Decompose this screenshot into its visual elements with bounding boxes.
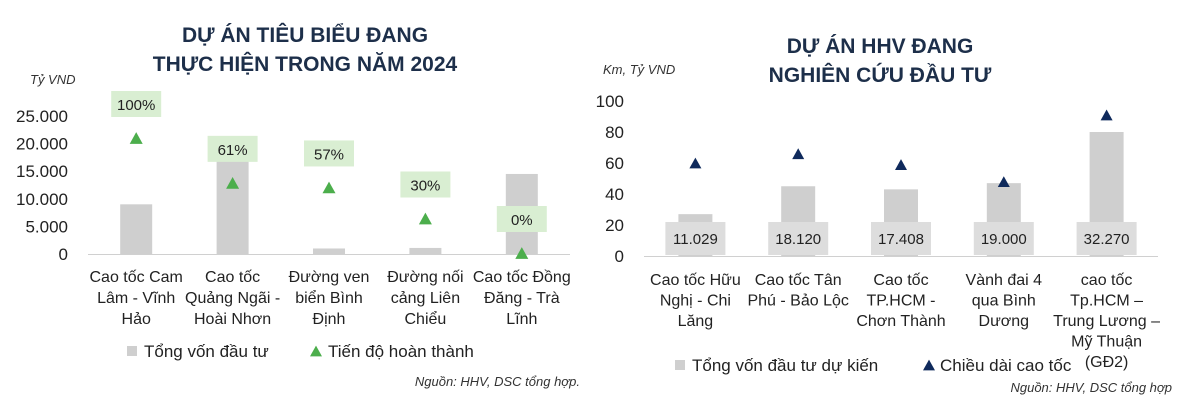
data-label: 11.029 [673,231,718,248]
chart-title-line: DỰ ÁN HHV ĐANG [787,35,974,58]
x-tick-label: Cao tốc Hữu [650,272,741,289]
bar [120,204,153,254]
y-tick-label: 40 [605,185,624,204]
data-label-box [1076,222,1137,255]
data-label-box [111,91,162,117]
x-tick-label: Nghị - Chi [660,293,731,310]
x-tick-label: cảng Liên [391,290,460,307]
x-tick-label: Lăng [678,313,714,330]
x-tick-label: Lĩnh [506,311,537,328]
length-marker [792,148,805,160]
y-tick-label: 5.000 [25,217,68,236]
x-tick-label: biển Bình [295,289,363,307]
x-tick-label: Lâm - Vĩnh [97,290,175,307]
legend-marker [923,359,935,371]
data-label-box [871,222,931,255]
legend-swatch [127,346,137,356]
data-label-box [768,222,829,255]
x-tick-label: Trung Lương – [1053,313,1160,330]
progress-marker [226,177,240,189]
data-label: 19.000 [981,231,1027,248]
chart-title-line: THỰC HIỆN TRONG NĂM 2024 [153,52,458,76]
data-label: 0% [511,212,533,229]
y-tick-label: 20 [605,216,624,235]
data-label-box [665,222,726,255]
progress-marker [418,212,432,225]
data-label: 61% [218,142,248,159]
x-tick-label: Chiểu [404,310,446,328]
x-tick-label: Cao tốc Tân [755,272,842,289]
source-note: Nguồn: HHV, DSC tổng hợp [1010,380,1172,395]
x-tick-label: Định [313,311,346,328]
legend-marker [310,345,322,357]
y-tick-label: 25.000 [16,107,68,126]
y-tick-label: 20.000 [16,135,68,154]
length-marker [1100,109,1113,121]
length-marker [689,157,702,169]
x-tick-label: (GĐ2) [1085,354,1129,371]
x-tick-label: Đường ven [289,269,370,286]
x-tick-label: Vành đai 4 [966,272,1043,289]
x-tick-label: Đường nối [387,269,463,286]
data-label-box [496,206,547,232]
x-tick-label: Cao tốc Đồng [473,269,571,286]
data-label: 57% [314,146,344,163]
x-tick-label: qua Bình [972,293,1036,310]
progress-marker [322,181,336,194]
length-marker [895,159,907,170]
y-tick-label: 15.000 [16,162,68,181]
legend-label: Chiều dài cao tốc [940,356,1072,375]
data-label-box [973,222,1034,255]
y-tick-label: 10.000 [16,190,68,209]
legend-label: Tiến độ hoàn thành [328,342,474,361]
y-tick-label: 80 [605,123,624,142]
data-label: 17.408 [878,231,924,248]
x-tick-label: Tp.HCM – [1070,293,1143,310]
x-tick-label: Mỹ Thuận [1071,334,1142,351]
y-tick-label: 0 [59,245,68,264]
bar [313,248,345,254]
progress-marker [515,247,529,259]
x-tick-label: Hoài Nhơn [194,311,271,328]
x-tick-label: Quảng Ngãi - [185,290,280,307]
chart-title-line: DỰ ÁN TIÊU BIỂU ĐANG [182,23,428,47]
y-tick-label: 0 [615,247,624,266]
legend-swatch [675,360,685,370]
data-label: 32.270 [1084,231,1130,248]
y-axis-unit: Tỷ VND [30,72,76,87]
x-tick-label: Cao tốc [205,269,260,286]
x-tick-label: Chơn Thành [856,313,945,330]
x-tick-label: Dương [979,313,1030,330]
x-tick-label: Hảo [122,311,151,328]
length-marker [997,176,1010,187]
legend-label: Tổng vốn đầu tư dự kiến [692,356,878,375]
x-tick-label: cao tốc [1081,272,1133,289]
x-tick-label: Phú - Bảo Lộc [747,293,848,310]
progress-marker [129,132,143,144]
source-note: Nguồn: HHV, DSC tổng hợp. [415,374,580,389]
x-tick-label: Đăng - Trà [484,290,560,307]
x-tick-label: TP.HCM - [866,293,935,310]
data-label: 30% [410,178,440,195]
data-label: 18.120 [775,231,821,248]
y-axis-unit: Km, Tỷ VND [603,62,675,77]
y-tick-label: 100 [596,92,624,111]
data-label-box [304,140,354,167]
x-tick-label: Cao tốc [873,272,928,289]
data-label: 100% [117,97,155,114]
x-tick-label: Cao tốc Cam [90,269,183,286]
y-tick-label: 60 [605,154,624,173]
chart-title-line: NGHIÊN CỨU ĐẦU TƯ [769,63,992,87]
data-label-box [400,171,451,198]
data-label-box [207,135,258,162]
bar [409,247,442,254]
legend-label: Tổng vốn đầu tư [144,342,269,361]
